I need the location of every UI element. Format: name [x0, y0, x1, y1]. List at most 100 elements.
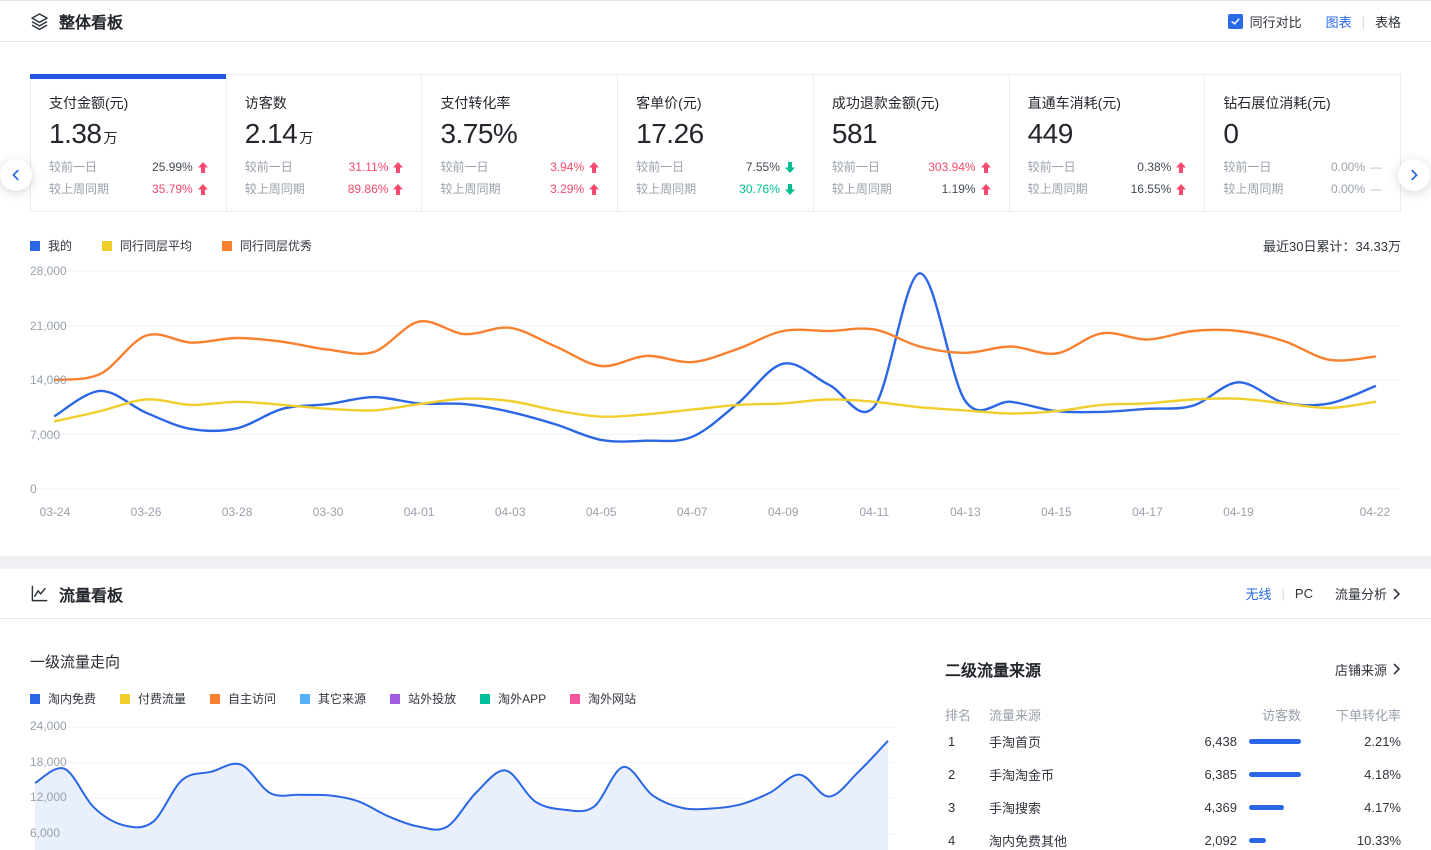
legend-item[interactable]: 淘外网站 [570, 690, 636, 707]
x-axis-label: 03-26 [130, 505, 162, 519]
kpi-card-title: 支付转化率 [440, 95, 511, 111]
y-axis-label: 28,000 [30, 264, 67, 278]
traffic-trend-title: 一级流量走向 [30, 654, 121, 671]
kpi-compare-pct: 0.38% [1137, 160, 1172, 174]
pc-tab[interactable]: PC [1294, 586, 1313, 601]
source-name: 淘内免费其他 [989, 833, 1068, 849]
kpi-compare-pct: 30.76% [739, 182, 780, 196]
wireless-tab[interactable]: 无线 [1245, 587, 1272, 602]
traffic-area-chart[interactable]: 6,000 12,000 18,000 24,000 [30, 711, 895, 850]
legend-label: 淘内免费 [48, 692, 97, 706]
view-chart-link[interactable]: 图表 [1325, 14, 1352, 30]
legend-swatch [102, 240, 113, 251]
x-axis-label: 04-11 [859, 505, 890, 519]
arrow-up-icon [393, 161, 404, 173]
kpi-compare-value: 0.00% — [1331, 158, 1382, 176]
kpi-compare-label: 较前一日 [244, 160, 293, 174]
legend-item[interactable]: 付费流量 [120, 690, 186, 707]
kpi-card-title: 直通车消耗(元) [1027, 95, 1121, 111]
kpi-compare-row: 较上周同期 30.76% [636, 180, 795, 198]
chevron-right-icon[interactable] [1393, 588, 1401, 600]
x-axis-label: 04-07 [676, 505, 708, 519]
source-conversion: 4.17% [1364, 799, 1401, 815]
view-divider: | [1361, 13, 1365, 29]
traffic-area-svg [30, 726, 895, 850]
peer-compare-label[interactable]: 同行对比 [1249, 14, 1302, 30]
kpi-compare-pct: 303.94% [928, 160, 976, 174]
kpi-compare-value: 30.76% [739, 180, 795, 198]
y-axis-label: 21,000 [30, 318, 67, 333]
source-table-header: 排名 流量来源 访客数 下单转化率 [945, 705, 1401, 724]
legend-item[interactable]: 淘内免费 [30, 690, 96, 707]
visitors-bar [1249, 738, 1301, 744]
x-axis-label: 04-03 [494, 505, 526, 519]
carousel-left-button[interactable] [0, 159, 32, 191]
carousel-right-button[interactable] [1398, 159, 1430, 191]
store-source-link[interactable]: 店铺来源 [1335, 660, 1401, 679]
legend-item[interactable]: 同行同层平均 [102, 237, 192, 254]
chevron-right-icon [1411, 169, 1418, 181]
source-rank: 4 [948, 832, 956, 848]
summary-30d: 最近30日累计：34.33万 [1263, 239, 1401, 254]
kpi-compare-value: 31.11% [349, 158, 404, 176]
peer-compare-checkbox[interactable] [1227, 13, 1243, 29]
legend-item[interactable]: 同行同层优秀 [222, 237, 312, 254]
kpi-compare-label: 较前一日 [831, 160, 880, 174]
kpi-card-1[interactable]: 访客数 2.14 万较前一日 31.11% 较上周同期 89.86% [225, 74, 423, 212]
kpi-compare-row: 较前一日 0.00% — [1223, 158, 1382, 176]
col-rank: 排名 [945, 708, 972, 723]
x-axis-label: 04-22 [1359, 505, 1391, 519]
y-axis-label: 7,000 [30, 427, 61, 442]
legend-item[interactable]: 淘外APP [480, 690, 546, 707]
kpi-compare-value: 16.55% [1131, 180, 1187, 198]
kpi-compare-label: 较上周同期 [1027, 182, 1088, 196]
y-axis-label: 18,000 [30, 754, 67, 769]
legend-swatch [480, 693, 491, 704]
legend-swatch [570, 693, 581, 704]
arrow-up-icon [197, 161, 208, 173]
table-row: 4 淘内免费其他 2,092 10.33% [945, 824, 1401, 850]
arrow-up-icon [589, 161, 600, 173]
kpi-compare-label: 较上周同期 [1223, 182, 1284, 196]
kpi-card-2[interactable]: 支付转化率 3.75% 较前一日 3.94% 较上周同期 3.29% [421, 74, 619, 212]
legend-item[interactable]: 自主访问 [210, 690, 276, 707]
traffic-left-panel: 一级流量走向 淘内免费 付费流量 自主访问 其它来源 站外投放 淘外APP 淘外网站 6,0… [30, 619, 895, 850]
kpi-card-4[interactable]: 成功退款金额(元) 581 较前一日 303.94% 较上周同期 1.19% [812, 74, 1010, 212]
overview-trend-chart[interactable]: 0 7,000 14,000 21,000 28,000 03-24 03-26 03-28 0… [30, 263, 1401, 521]
legend-label: 付费流量 [138, 692, 187, 706]
table-row: 2 手淘淘金币 6,385 4.18% [945, 758, 1401, 790]
kpi-card-title: 支付金额(元) [49, 95, 129, 111]
source-rank: 3 [948, 799, 956, 815]
legend-item[interactable]: 站外投放 [390, 690, 456, 707]
kpi-card-3[interactable]: 客单价(元) 17.26 较前一日 7.55% 较上周同期 30.76% [617, 74, 814, 212]
kpi-card-title: 成功退款金额(元) [831, 95, 940, 111]
kpi-card-0[interactable]: 支付金额(元) 1.38 万较前一日 25.99% 较上周同期 35.79% [30, 74, 227, 212]
kpi-card-value: 581 [831, 118, 878, 149]
kpi-compare-row: 较前一日 7.55% [636, 158, 795, 176]
x-axis-label: 04-17 [1132, 505, 1163, 519]
legend-item[interactable]: 其它来源 [300, 690, 366, 707]
x-axis-label: 04-19 [1223, 505, 1254, 519]
arrow-up-icon [1176, 183, 1187, 195]
kpi-card-value: 449 [1027, 118, 1074, 149]
kpi-compare-pct: 0.00% [1331, 160, 1366, 174]
legend-swatch [222, 240, 233, 251]
legend-swatch [300, 693, 311, 704]
legend-item[interactable]: 我的 [30, 237, 72, 254]
table-row: 1 手淘首页 6,438 2.21% [945, 725, 1401, 757]
trend-icon [31, 585, 48, 602]
overview-legend: 我的 同行同层平均 同行同层优秀 最近30日累计：34.33万 [30, 236, 1401, 255]
kpi-card-5[interactable]: 直通车消耗(元) 449 较前一日 0.38% 较上周同期 16.55% [1008, 74, 1206, 212]
legend-label: 同行同层平均 [120, 239, 193, 253]
kpi-compare-label: 较前一日 [1027, 160, 1076, 174]
source-name: 手淘首页 [989, 734, 1042, 750]
legend-label: 我的 [48, 239, 73, 253]
legend-swatch [210, 693, 221, 704]
check-icon [1231, 17, 1240, 25]
col-source: 流量来源 [989, 708, 1042, 723]
kpi-compare-label: 较上周同期 [49, 182, 110, 196]
kpi-card-6[interactable]: 钻石展位消耗(元) 0 较前一日 0.00% — 较上周同期 0.00% — [1204, 74, 1402, 212]
traffic-analysis-link[interactable]: 流量分析 [1334, 587, 1387, 602]
kpi-compare-pct: 3.29% [550, 182, 585, 196]
view-table-link[interactable]: 表格 [1374, 14, 1401, 30]
